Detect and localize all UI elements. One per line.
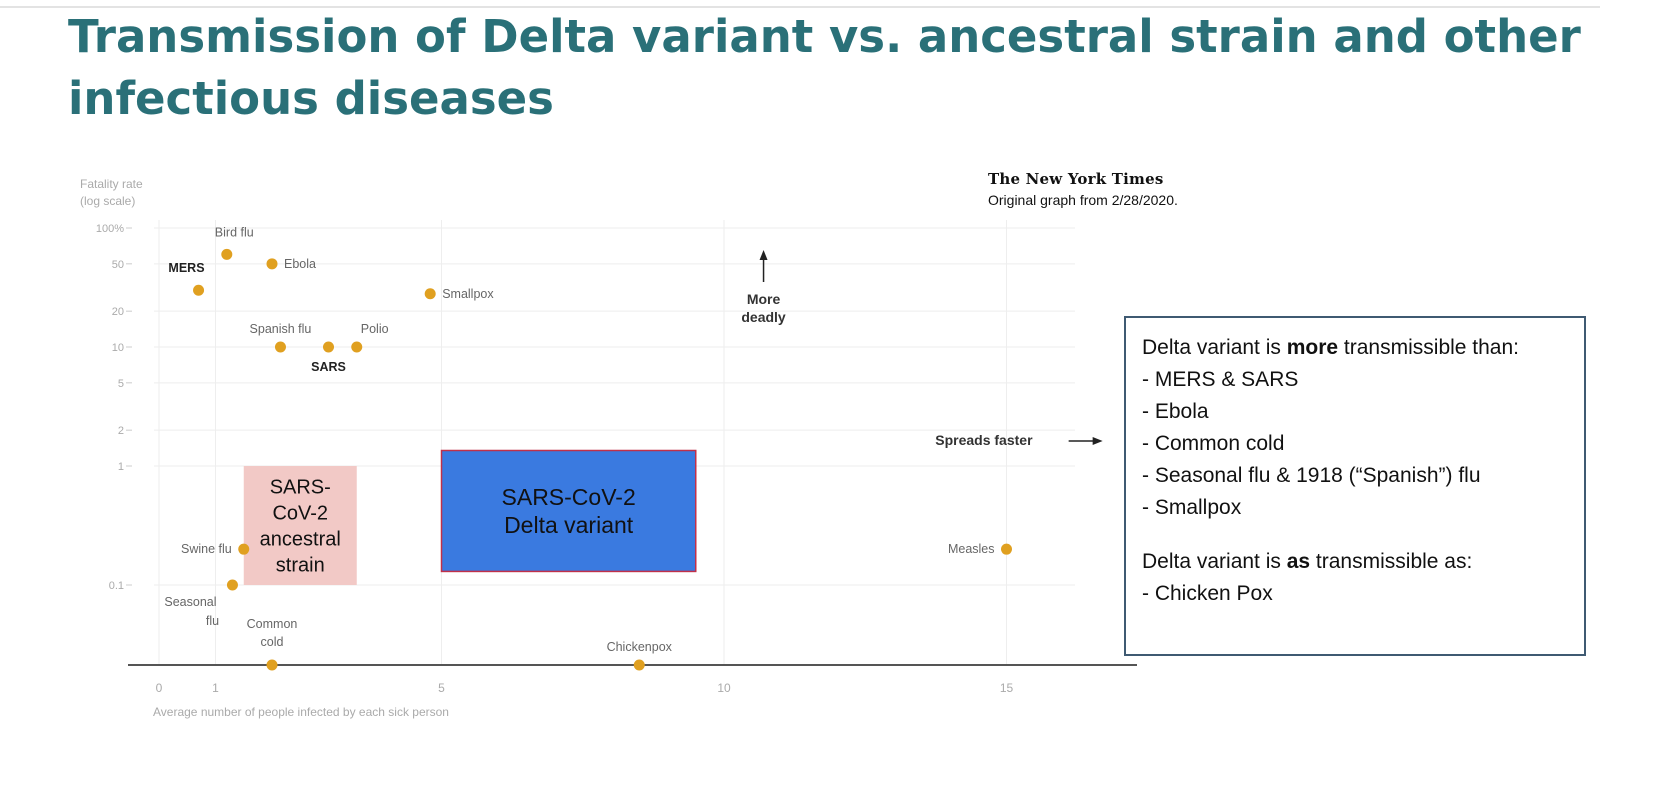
y-tick-label: 50 [112, 259, 124, 271]
point-label: MERS [168, 261, 204, 275]
comparison-list: - MERS & SARS - Ebola - Common cold - Se… [1142, 364, 1568, 524]
list-item: - MERS & SARS [1142, 368, 1299, 391]
list-item: - Smallpox [1142, 496, 1242, 519]
top-divider [0, 6, 1600, 8]
point-label: Common [247, 617, 298, 631]
spreads-faster-arrow-head [1092, 437, 1103, 445]
data-point [424, 288, 436, 300]
point-label: Chickenpox [607, 640, 673, 654]
y-axis-label: Fatality rate (log scale) [80, 177, 143, 208]
data-point [274, 341, 286, 353]
transmission-scatter-chart: Fatality rate (log scale)100%5020105210.1… [80, 177, 1137, 719]
point-label: Ebola [284, 257, 316, 271]
chicken-pox-item: - Chicken Pox [1142, 582, 1273, 605]
point-label: flu [206, 614, 219, 628]
y-tick-label: 5 [118, 378, 124, 390]
delta-comparison-box: Delta variant is more transmissible than… [1124, 316, 1586, 656]
y-tick-label: 0.1 [109, 580, 124, 592]
second-post: transmissible as: [1310, 550, 1473, 573]
as-transmissible-heading: Delta variant is as transmissible as: [1142, 546, 1568, 578]
y-tick-label: 2 [118, 425, 124, 437]
more-deadly-label: More deadly [741, 291, 786, 325]
intro-bold: more [1286, 336, 1339, 359]
nyt-logo: The New York Times [988, 170, 1164, 188]
list-item: - Ebola [1142, 400, 1209, 423]
second-bold: as [1286, 550, 1311, 573]
list-item: - Common cold [1142, 432, 1285, 455]
intro-post: transmissible than: [1338, 336, 1520, 359]
y-tick-label: 1 [118, 461, 124, 473]
point-label: Spanish flu [250, 322, 312, 336]
point-label: Swine flu [181, 542, 232, 556]
ancestral-strain-region [243, 466, 357, 585]
data-point [226, 579, 238, 591]
point-label: cold [261, 635, 284, 649]
x-tick-label: 10 [717, 681, 731, 695]
data-point [266, 258, 278, 270]
data-point [238, 543, 250, 555]
point-label: SARS [311, 360, 346, 374]
intro-pre: Delta variant is [1142, 336, 1287, 359]
more-deadly-arrow-head [759, 250, 768, 260]
data-point [351, 341, 363, 353]
point-label: Polio [361, 322, 389, 336]
point-label: Measles [948, 542, 995, 556]
y-tick-label: 100% [96, 223, 124, 235]
data-point [221, 248, 233, 260]
data-point [323, 341, 334, 353]
data-point [1001, 543, 1012, 555]
x-tick-label: 1 [212, 681, 219, 695]
spreads-faster-label: Spreads faster [935, 432, 1033, 448]
list-item: - Seasonal flu & 1918 (“Spanish”) flu [1142, 464, 1481, 487]
x-tick-label: 5 [438, 681, 445, 695]
more-transmissible-heading: Delta variant is more transmissible than… [1142, 332, 1568, 364]
data-point [266, 659, 278, 671]
delta-variant-region [440, 449, 697, 573]
y-tick-label: 20 [112, 306, 124, 318]
data-point [193, 284, 205, 296]
ancestral-strain-label: SARS-CoV-2 ancestral strain [260, 477, 341, 577]
point-label: Seasonal [164, 595, 216, 609]
y-tick-label: 10 [112, 342, 124, 354]
slide-title: Transmission of Delta variant vs. ancest… [68, 10, 1581, 125]
data-point [633, 659, 645, 671]
x-axis-label: Average number of people infected by eac… [153, 705, 449, 719]
source-attribution: The New York Times Original graph from 2… [988, 170, 1178, 208]
second-pre: Delta variant is [1142, 550, 1287, 573]
source-note: Original graph from 2/28/2020. [988, 192, 1178, 208]
point-label: Bird flu [215, 225, 254, 239]
point-label: Smallpox [442, 287, 494, 301]
delta-variant-label: SARS-CoV-2 Delta variant [502, 484, 636, 538]
spacer [1142, 524, 1568, 546]
x-tick-label: 0 [156, 681, 163, 695]
x-tick-label: 15 [1000, 681, 1014, 695]
